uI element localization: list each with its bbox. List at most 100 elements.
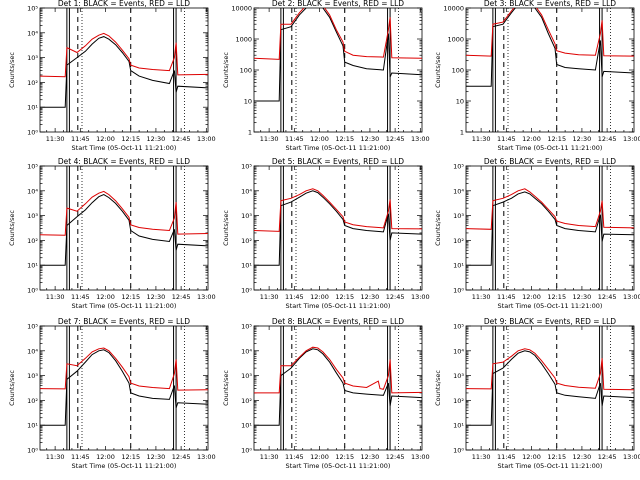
panel-series xyxy=(254,346,422,426)
y-tick-label: 10² xyxy=(241,397,252,405)
x-axis-label: Start Time (05-Oct-11 11:21:00) xyxy=(72,144,177,152)
y-tick-label: 10 xyxy=(456,98,464,106)
x-tick-label: 13:00 xyxy=(197,135,216,143)
x-tick-label: 11:30 xyxy=(46,293,65,301)
plot-frame xyxy=(465,325,635,451)
x-axis-label: Start Time (05-Oct-11 11:21:00) xyxy=(286,144,391,152)
x-axis-label: Start Time (05-Oct-11 11:21:00) xyxy=(72,302,177,310)
x-tick-label: 12:30 xyxy=(147,453,166,461)
y-axis-label: Counts/sec xyxy=(434,370,442,406)
y-tick-label: 1 xyxy=(248,129,252,137)
x-tick-label: 11:45 xyxy=(285,135,304,143)
panel-title: Det 6: BLACK = Events, RED = LLD xyxy=(484,157,616,166)
x-tick-label: 12:30 xyxy=(573,135,592,143)
y-axis-label: Counts/sec xyxy=(8,370,16,406)
y-tick-label: 10⁰ xyxy=(27,129,38,137)
x-tick-label: 12:15 xyxy=(547,135,566,143)
events-series-line xyxy=(466,191,634,266)
events-series-line xyxy=(40,194,208,266)
x-tick-label: 12:15 xyxy=(335,453,354,461)
x-tick-label: 12:00 xyxy=(310,453,329,461)
plot-frame xyxy=(39,7,209,133)
y-tick-label: 10⁰ xyxy=(27,287,38,295)
x-tick-label: 12:45 xyxy=(598,135,617,143)
events-series-line xyxy=(254,348,422,426)
x-tick-label: 12:00 xyxy=(96,453,115,461)
plot-frame xyxy=(39,325,209,451)
x-tick-label: 13:00 xyxy=(197,453,216,461)
panel-title: Det 5: BLACK = Events, RED = LLD xyxy=(272,157,404,166)
panel-title: Det 7: BLACK = Events, RED = LLD xyxy=(58,317,190,326)
y-tick-label: 10¹ xyxy=(27,262,38,270)
panel-3: Det 3: BLACK = Events, RED = LLD 11:30 11:… xyxy=(434,0,640,152)
plot-frame xyxy=(465,165,635,291)
y-tick-label: 10000 xyxy=(231,5,252,13)
x-tick-label: 13:00 xyxy=(411,135,430,143)
x-tick-label: 12:30 xyxy=(361,453,380,461)
plot-frame xyxy=(39,165,209,291)
events-series-line xyxy=(40,349,208,426)
x-axis-label: Start Time (05-Oct-11 11:21:00) xyxy=(498,462,603,470)
y-tick-label: 10¹ xyxy=(453,262,464,270)
y-tick-label: 10³ xyxy=(241,372,252,380)
plot-frame xyxy=(253,7,423,133)
x-tick-label: 11:45 xyxy=(71,293,90,301)
x-tick-label: 11:30 xyxy=(472,135,491,143)
y-tick-label: 100 xyxy=(452,67,464,75)
x-tick-label: 11:45 xyxy=(71,135,90,143)
panel-series xyxy=(40,190,208,266)
x-axis-label: Start Time (05-Oct-11 11:21:00) xyxy=(498,302,603,310)
x-tick-label: 13:00 xyxy=(411,453,430,461)
panel-5: Det 5: BLACK = Events, RED = LLD 11:30 11:… xyxy=(222,157,430,310)
y-tick-label: 10⁴ xyxy=(453,187,464,195)
panel-2: Det 2: BLACK = Events, RED = LLD 11:30 11:… xyxy=(222,0,430,152)
y-tick-label: 10⁴ xyxy=(27,187,38,195)
y-tick-label: 1 xyxy=(460,129,464,137)
x-tick-label: 13:00 xyxy=(197,293,216,301)
panel-series xyxy=(466,8,634,87)
y-tick-label: 10⁵ xyxy=(241,323,252,331)
panel-9: Det 9: BLACK = Events, RED = LLD 11:30 11:… xyxy=(434,317,640,470)
panel-8: Det 8: BLACK = Events, RED = LLD 11:30 11:… xyxy=(222,317,430,470)
x-tick-label: 11:45 xyxy=(285,453,304,461)
x-tick-label: 12:45 xyxy=(172,293,191,301)
x-tick-label: 12:00 xyxy=(310,135,329,143)
x-tick-label: 12:15 xyxy=(335,293,354,301)
y-axis-label: Counts/sec xyxy=(222,370,230,406)
y-tick-label: 10¹ xyxy=(27,422,38,430)
x-tick-label: 12:30 xyxy=(147,293,166,301)
x-tick-label: 12:00 xyxy=(96,135,115,143)
panel-title: Det 9: BLACK = Events, RED = LLD xyxy=(484,317,616,326)
x-tick-label: 12:30 xyxy=(361,135,380,143)
y-tick-label: 10000 xyxy=(443,5,464,13)
x-tick-label: 11:30 xyxy=(260,453,279,461)
y-tick-label: 10² xyxy=(27,79,38,87)
y-axis-label: Counts/sec xyxy=(222,52,230,88)
y-tick-label: 10² xyxy=(453,397,464,405)
x-tick-label: 12:45 xyxy=(598,453,617,461)
lld-series-line xyxy=(466,348,634,391)
x-tick-label: 13:00 xyxy=(623,453,640,461)
panel-1: Det 1: BLACK = Events, RED = LLD 11:30 11:… xyxy=(8,0,216,152)
y-tick-label: 10¹ xyxy=(27,104,38,112)
y-tick-label: 10³ xyxy=(27,372,38,380)
y-axis-label: Counts/sec xyxy=(434,52,442,88)
y-tick-label: 10⁴ xyxy=(453,347,464,355)
panel-title: Det 4: BLACK = Events, RED = LLD xyxy=(58,157,190,166)
x-axis-label: Start Time (05-Oct-11 11:21:00) xyxy=(498,144,603,152)
x-tick-label: 11:30 xyxy=(472,453,491,461)
y-tick-label: 1000 xyxy=(235,36,252,44)
y-tick-label: 10⁵ xyxy=(27,5,38,13)
y-tick-label: 10⁰ xyxy=(241,287,252,295)
y-axis-label: Counts/sec xyxy=(222,210,230,246)
x-tick-label: 12:15 xyxy=(335,135,354,143)
y-tick-label: 10³ xyxy=(453,372,464,380)
panel-series xyxy=(40,347,208,426)
x-tick-label: 11:45 xyxy=(71,453,90,461)
events-series-line xyxy=(40,36,208,108)
x-tick-label: 11:30 xyxy=(46,453,65,461)
y-tick-label: 10³ xyxy=(453,212,464,220)
lld-series-line xyxy=(254,188,422,232)
panel-series xyxy=(40,32,208,108)
